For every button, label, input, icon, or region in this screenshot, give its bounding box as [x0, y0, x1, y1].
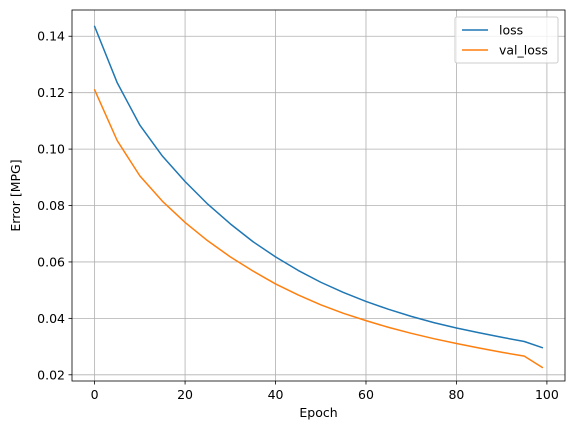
y-tick-label: 0.08 [37, 198, 65, 213]
series-lines [93, 25, 544, 369]
legend: loss val_loss [454, 16, 559, 64]
axis-ticks: 0 20 40 60 80 100 0.02 0.04 0.06 0.08 0.10 0.12 0.14 [37, 29, 559, 402]
y-tick-label: 0.02 [37, 367, 65, 382]
y-axis-label: Error [MPG] [8, 159, 23, 231]
x-tick-label: 100 [535, 387, 559, 402]
y-tick-label: 0.12 [37, 85, 65, 100]
plot-frame [71, 9, 566, 382]
y-tick-label: 0.14 [37, 29, 65, 44]
x-tick-label: 80 [448, 387, 464, 402]
x-tick-label: 20 [177, 387, 193, 402]
y-tick-label: 0.06 [37, 254, 65, 269]
legend-label-loss: loss [499, 23, 523, 38]
series-line-val-loss [93, 89, 544, 369]
series-line-loss [93, 25, 544, 349]
legend-box [454, 16, 559, 64]
y-tick-label: 0.04 [37, 311, 65, 326]
legend-label-val-loss: val_loss [499, 43, 548, 58]
y-tick-label: 0.10 [37, 142, 65, 157]
x-tick-label: 0 [91, 387, 99, 402]
x-tick-label: 60 [358, 387, 374, 402]
x-tick-label: 40 [268, 387, 284, 402]
x-axis-label: Epoch [299, 405, 337, 420]
